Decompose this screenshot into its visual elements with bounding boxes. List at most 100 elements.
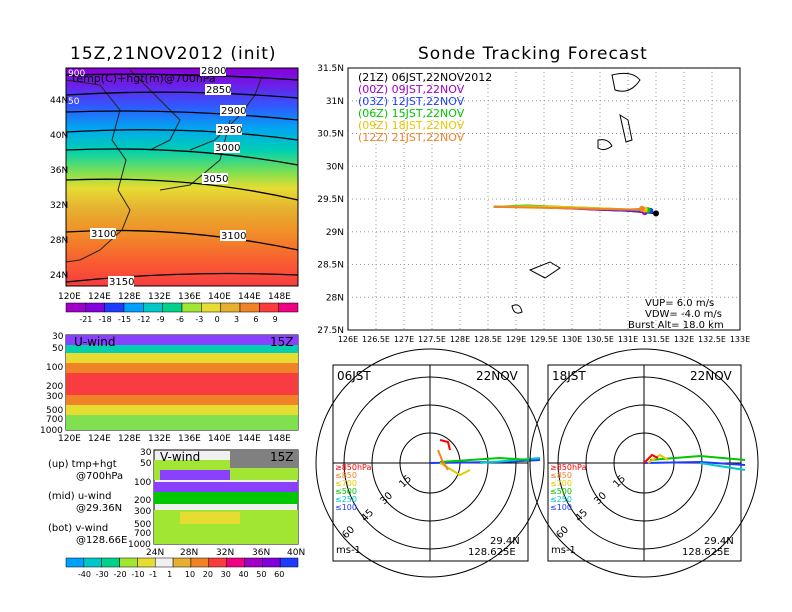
hodo-level-label: ≤100 [550, 503, 572, 512]
colorbar-label: 9 [273, 315, 278, 324]
legend-entry: (03Z) 12JST,22NOV [358, 95, 465, 108]
track-lon-label: 127.5E [418, 335, 446, 344]
note-bot: (bot) v-wind [48, 523, 109, 534]
u-lon-label: 132E [148, 434, 171, 444]
track-lat-label: 27.5N [317, 326, 344, 336]
hodo-level-label: ≤500 [550, 487, 572, 496]
colorbar-label: -1 [149, 570, 157, 579]
hodo-level-label: ≤700 [550, 479, 572, 488]
hodograph-left: 06JST 22NOV 15 30 45 60 ≥850hPa≤850≤700≤… [315, 348, 545, 578]
vup-label: VUP= 6.0 m/s [645, 298, 714, 309]
map-lon-label: 140E [208, 292, 231, 302]
colorbar-swatch [65, 557, 85, 568]
legend-entry: (00Z) 09JST,22NOV [358, 83, 465, 96]
colorbar-label: 3 [234, 315, 239, 324]
v-level-label: 50 [140, 459, 152, 469]
map-edge-label: 900 [68, 69, 85, 79]
track-lat-label: 30N [326, 162, 344, 172]
colorbar-swatch [154, 557, 174, 568]
hodo-level-label: ≤700 [335, 479, 357, 488]
track-lat-label: 31N [326, 97, 344, 107]
contour-label: 3150 [109, 277, 134, 288]
colorbar-label: 0 [215, 315, 220, 324]
v-lat-label: 24N [146, 548, 164, 558]
v-level-label: 300 [134, 507, 151, 517]
colorbar-label: 6 [253, 315, 258, 324]
contour-label: 3000 [215, 143, 240, 154]
colorbar-swatch [220, 302, 241, 313]
colorbar-swatch [259, 302, 279, 313]
track-lon-label: 129.5E [530, 335, 558, 344]
colorbar-label: -30 [96, 570, 109, 579]
map-lat-label: 28N [50, 236, 68, 246]
contour-labels: 2800 2850 2900 2950 3000 3050 3100 3100 … [90, 65, 246, 288]
colorbar-label: -12 [137, 315, 150, 324]
hodo-right-date: 22NOV [690, 369, 732, 383]
hodo-level-label: ≤100 [335, 503, 357, 512]
colorbar-swatch [181, 302, 202, 313]
v-level-label: 30 [140, 448, 152, 458]
colorbar-swatch [226, 557, 245, 568]
v-level-label: 500 [134, 520, 151, 530]
track-lon-label: 131.5E [642, 335, 670, 344]
v-level-label: 200 [134, 496, 151, 506]
track-lon-label: 133E [730, 335, 750, 344]
u-level-label: 500 [46, 406, 63, 416]
hodo-level-label: ≥850hPa [550, 463, 587, 472]
track-lon-label: 132E [674, 335, 694, 344]
v-lat-label: 32N [216, 548, 234, 558]
colorbar-label: -20 [114, 570, 127, 579]
map-lat-label: 36N [50, 166, 68, 176]
track-legend: (21Z) 06JST,22NOV2012(00Z) 09JST,22NOV(0… [358, 71, 492, 144]
colorbar-label: -40 [78, 570, 91, 579]
u-level-label: 100 [46, 363, 63, 373]
colorbar-label: 1 [167, 570, 172, 579]
colorbar-swatch [262, 557, 281, 568]
colorbar-label: -18 [99, 315, 112, 324]
track-lon-label: 132.5E [698, 335, 726, 344]
map-panel: 44N 40N 36N 32N 28N 24N 120E 124E 128E 1… [50, 65, 299, 302]
map-edge-label: 50 [68, 97, 80, 107]
track-lon-label: 130.5E [586, 335, 614, 344]
colorbar-label: -21 [79, 315, 92, 324]
u-level-label: 300 [46, 392, 63, 402]
hodo-left-date: 22NOV [476, 369, 518, 383]
colorbar-swatch [85, 302, 105, 313]
wind-colorbar: -40 -30 -20 -10 -1 1 10 20 30 40 50 60 [65, 557, 299, 579]
hodo-right-lat: 29.4N [704, 536, 734, 547]
colorbar-swatch [172, 557, 192, 568]
burst-altitude-label: Burst Alt= 18.0 km [628, 320, 724, 331]
note-up: (up) tmp+hgt [48, 459, 117, 470]
colorbar-swatch [119, 557, 138, 568]
v-wind-panel: V-wind 15Z 30 50 100 200 300 500 700 100… [128, 448, 305, 558]
hodo-level-label: ≤500 [335, 487, 357, 496]
track-lat-label: 31.5N [317, 64, 344, 74]
colorbar-label: 30 [221, 570, 231, 579]
map-lon-label: 144E [238, 292, 261, 302]
track-lat-label: 28N [326, 293, 344, 303]
map-lon-label: 128E [118, 292, 141, 302]
u-wind-time: 15Z [270, 335, 294, 349]
map-lon-label: 148E [268, 292, 291, 302]
map-lat-label: 32N [50, 201, 68, 211]
track-lon-label: 130E [562, 335, 582, 344]
track-endpoint [653, 210, 659, 217]
colorbar-label: -10 [131, 570, 144, 579]
track-lon-label: 126.5E [362, 335, 390, 344]
v-lat-label: 28N [180, 548, 198, 558]
map-lat-label: 44N [50, 96, 68, 106]
hodo-level-label: ≤850 [335, 471, 357, 480]
hodo-right-time: 18JST [552, 369, 586, 383]
v-lat-label: 40N [287, 548, 305, 558]
colorbar-swatch [101, 557, 120, 568]
u-lon-label: 128E [118, 434, 141, 444]
track-lat-label: 29N [326, 228, 344, 238]
u-lon-label: 120E [58, 434, 81, 444]
track-lines [493, 204, 659, 217]
hodo-left-levels: ≥850hPa≤850≤700≤500≤250≤100 [335, 463, 372, 512]
hodo-level-label: ≤250 [550, 495, 572, 504]
colorbar-swatch [244, 557, 263, 568]
u-level-label: 700 [46, 415, 63, 425]
map-colorbar: -21 -18 -15 -12 -9 -6 -3 0 3 6 9 [65, 302, 299, 324]
